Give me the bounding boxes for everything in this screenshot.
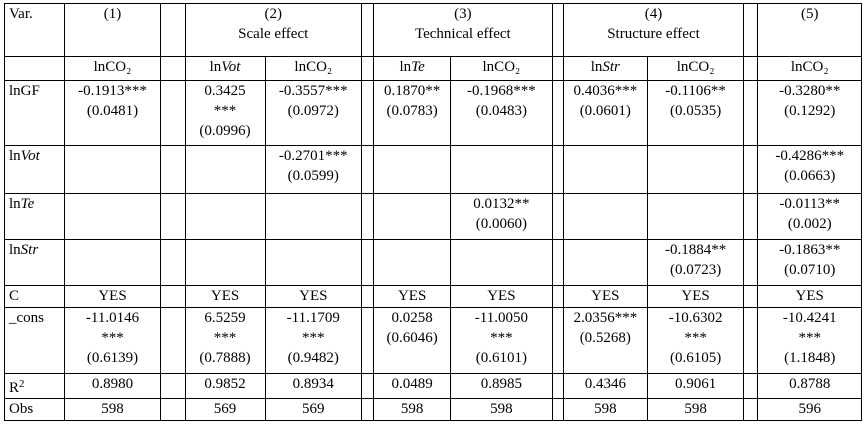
- table-cell: YES: [450, 285, 553, 308]
- header-row: Var. (1) (2) Scale effect (3) Technical ef…: [4, 3, 862, 57]
- table-row: lnTe 0.0132** (0.0060) -0.0113** (0.002): [4, 193, 862, 240]
- table-cell: YES: [63, 285, 162, 308]
- table-row: _cons -11.0146 *** (0.6139) 6.5259 *** (0.78…: [4, 307, 862, 374]
- dep-var-cell: lnVot: [184, 56, 266, 81]
- table-cell: 598: [63, 398, 162, 421]
- dep-var-cell: lnCO₂: [646, 56, 745, 81]
- dep-var-cell: lnStr: [562, 56, 648, 81]
- table-cell: -0.1863** (0.0710): [757, 239, 862, 286]
- table-cell: -0.1913*** (0.0481): [63, 80, 162, 146]
- table-cell: -0.0113** (0.002): [757, 193, 862, 240]
- col2-header: (2) Scale effect: [184, 3, 362, 57]
- table-cell: 0.9061: [646, 373, 745, 399]
- table-cell: -10.4241 *** (1.1848): [757, 307, 862, 374]
- table-cell: 598: [373, 398, 452, 421]
- table-cell: 0.1870** (0.0783): [373, 80, 452, 146]
- table-cell: -0.2701*** (0.0599): [264, 145, 362, 194]
- table-cell: 0.3425 *** (0.0996): [184, 80, 266, 146]
- table-cell: YES: [264, 285, 362, 308]
- table-row: C YES YES YES YES YES YES YES YES: [4, 285, 862, 308]
- table-cell: 0.8788: [757, 373, 862, 399]
- table-cell: 0.4036*** (0.0601): [562, 80, 648, 146]
- table-cell: -0.3557*** (0.0972): [264, 80, 362, 146]
- dep-var-cell: lnCO₂: [450, 56, 553, 81]
- table-cell: 0.9852: [184, 373, 266, 399]
- dep-var-cell: lnTe: [373, 56, 452, 81]
- row-label: lnVot: [4, 145, 65, 194]
- row-label: _cons: [4, 307, 65, 374]
- table-cell: 596: [757, 398, 862, 421]
- table-cell: 0.0258 (0.6046): [373, 307, 452, 374]
- row-label: lnGF: [4, 80, 65, 146]
- dep-var-cell: lnCO₂: [264, 56, 362, 81]
- table-cell: 598: [450, 398, 553, 421]
- table-cell: -11.0146 *** (0.6139): [63, 307, 162, 374]
- table-cell: 598: [562, 398, 648, 421]
- table-row: Obs 598 569 569 598 598 598 598 596: [4, 398, 862, 421]
- table-cell: -0.1106** (0.0535): [646, 80, 745, 146]
- table-cell: 0.0489: [373, 373, 452, 399]
- col3-header: (3) Technical effect: [373, 3, 553, 57]
- table-cell: 569: [264, 398, 362, 421]
- table-row: lnStr -0.1884** (0.0723) -0.1863** (0.0710…: [4, 239, 862, 286]
- table-cell: -10.6302 *** (0.6105): [646, 307, 745, 374]
- table-cell: -0.3280** (0.1292): [757, 80, 862, 146]
- table-cell: -11.0050 *** (0.6101): [450, 307, 553, 374]
- dep-var-cell: lnCO₂: [757, 56, 862, 81]
- table-cell: -0.4286*** (0.0663): [757, 145, 862, 194]
- table-cell: -0.1968*** (0.0483): [450, 80, 553, 146]
- table-cell: 0.8980: [63, 373, 162, 399]
- col5-header: (5): [757, 3, 862, 57]
- dependent-variable-row: lnCO₂ lnVot lnCO₂ lnTe lnCO₂ lnStr lnCO₂…: [4, 56, 862, 81]
- table-cell: -0.1884** (0.0723): [646, 239, 745, 286]
- regression-table: Var. (1) (2) Scale effect (3) Technical ef…: [4, 3, 862, 421]
- table-cell: -11.1709 *** (0.9482): [264, 307, 362, 374]
- table-row: lnVot -0.2701*** (0.0599) -0.4286*** (0.06…: [4, 145, 862, 194]
- row-label: lnTe: [4, 193, 65, 240]
- table-cell: YES: [373, 285, 452, 308]
- var-header: Var.: [4, 3, 65, 57]
- row-label: R2: [4, 373, 65, 399]
- table-row: R2 0.8980 0.9852 0.8934 0.0489 0.8985 0.…: [4, 373, 862, 399]
- table-cell: 0.0132** (0.0060): [450, 193, 553, 240]
- row-label: Obs: [4, 398, 65, 421]
- dep-var-cell: lnCO₂: [63, 56, 162, 81]
- table-cell: 0.8985: [450, 373, 553, 399]
- table-cell: 0.8934: [264, 373, 362, 399]
- col4-header: (4) Structure effect: [562, 3, 745, 57]
- table-row: lnGF -0.1913*** (0.0481) 0.3425 *** (0.0996…: [4, 80, 862, 146]
- table-cell: YES: [184, 285, 266, 308]
- table-cell: YES: [562, 285, 648, 308]
- table-cell: YES: [757, 285, 862, 308]
- table-cell: YES: [646, 285, 745, 308]
- table-cell: 0.4346: [562, 373, 648, 399]
- table-cell: 598: [646, 398, 745, 421]
- table-cell: 569: [184, 398, 266, 421]
- col1-header: (1): [63, 3, 162, 57]
- table-cell: 2.0356*** (0.5268): [562, 307, 648, 374]
- table-cell: 6.5259 *** (0.7888): [184, 307, 266, 374]
- row-label: lnStr: [4, 239, 65, 286]
- row-label: C: [4, 285, 65, 308]
